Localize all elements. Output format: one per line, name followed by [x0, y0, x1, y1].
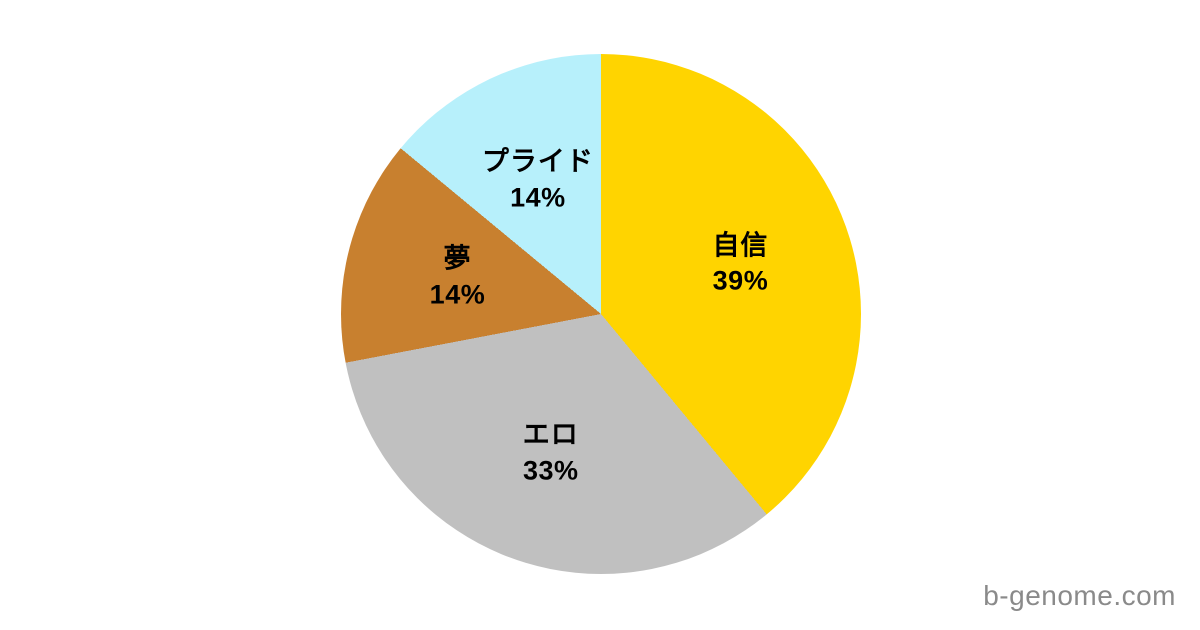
slice-label: プライド 14% — [482, 144, 594, 215]
slice-label-percent: 14% — [429, 279, 486, 310]
slice-label: 自信 39% — [712, 228, 768, 299]
pie-chart — [341, 54, 861, 574]
watermark-text: b-genome.com — [983, 580, 1176, 611]
slice-label-name: 夢 — [443, 243, 472, 274]
slice-label-percent: 14% — [510, 181, 566, 212]
slice-label-name: 自信 — [712, 230, 769, 261]
slice-label-percent: 33% — [523, 455, 579, 486]
slice-label-name: プライド — [481, 146, 594, 177]
slice-label-name: エロ — [522, 419, 579, 450]
slice-label: 夢 14% — [430, 242, 486, 313]
slice-label-percent: 39% — [712, 265, 769, 296]
slice-label: エロ 33% — [523, 418, 579, 489]
